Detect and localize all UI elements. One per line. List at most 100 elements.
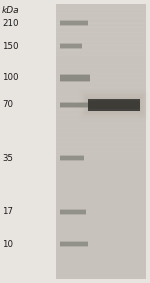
Text: kDa: kDa: [2, 6, 20, 15]
Bar: [56, 205, 146, 211]
FancyBboxPatch shape: [87, 97, 141, 112]
Bar: [56, 265, 146, 271]
Bar: [56, 192, 146, 198]
Text: 10: 10: [2, 240, 13, 249]
Bar: [56, 41, 146, 46]
Bar: [56, 64, 146, 69]
Bar: [88, 100, 140, 110]
Bar: [88, 99, 140, 111]
Bar: [56, 260, 146, 266]
Bar: [56, 23, 146, 28]
Bar: [56, 196, 146, 202]
Bar: [56, 27, 146, 33]
Bar: [56, 247, 146, 252]
Bar: [56, 4, 146, 10]
Bar: [56, 228, 146, 234]
Bar: [56, 100, 146, 106]
Bar: [56, 123, 146, 129]
Bar: [88, 99, 140, 110]
Bar: [56, 151, 146, 156]
Bar: [56, 59, 146, 65]
Bar: [56, 215, 146, 220]
Bar: [60, 241, 88, 247]
Bar: [56, 178, 146, 184]
Bar: [60, 103, 88, 107]
Bar: [60, 44, 82, 48]
Bar: [56, 201, 146, 207]
Bar: [56, 110, 146, 115]
Bar: [88, 99, 140, 111]
Text: 70: 70: [2, 100, 13, 109]
Bar: [60, 76, 90, 81]
Bar: [88, 100, 140, 110]
Bar: [88, 99, 140, 111]
Bar: [56, 96, 146, 101]
Text: 150: 150: [2, 42, 18, 51]
Text: 35: 35: [2, 154, 13, 163]
Bar: [56, 270, 146, 275]
Bar: [56, 183, 146, 188]
Bar: [60, 156, 84, 160]
Bar: [56, 9, 146, 14]
Bar: [60, 242, 88, 246]
Bar: [56, 36, 146, 42]
Bar: [56, 274, 146, 280]
Bar: [88, 99, 140, 110]
Bar: [60, 155, 84, 161]
Bar: [88, 99, 140, 111]
Bar: [88, 100, 140, 110]
Bar: [56, 187, 146, 193]
Text: 17: 17: [2, 207, 13, 216]
Bar: [56, 13, 146, 19]
Bar: [56, 119, 146, 124]
Bar: [56, 242, 146, 248]
Bar: [56, 78, 146, 83]
Bar: [56, 50, 146, 55]
Bar: [60, 209, 86, 215]
Bar: [56, 160, 146, 166]
Bar: [56, 68, 146, 74]
Bar: [56, 137, 146, 143]
Bar: [88, 100, 140, 110]
Bar: [56, 32, 146, 37]
Bar: [88, 99, 140, 111]
Bar: [56, 256, 146, 261]
Bar: [56, 169, 146, 175]
Bar: [56, 91, 146, 97]
Bar: [56, 233, 146, 239]
Bar: [60, 102, 88, 108]
Bar: [56, 114, 146, 120]
FancyBboxPatch shape: [88, 100, 140, 110]
Bar: [56, 105, 146, 110]
Bar: [88, 99, 140, 110]
Bar: [56, 87, 146, 92]
Bar: [56, 82, 146, 88]
Bar: [56, 128, 146, 133]
Bar: [56, 164, 146, 170]
Bar: [56, 142, 146, 147]
Bar: [56, 210, 146, 216]
Bar: [56, 4, 146, 279]
Bar: [56, 173, 146, 179]
Bar: [88, 99, 140, 111]
Bar: [56, 224, 146, 230]
Bar: [56, 155, 146, 161]
Bar: [60, 43, 82, 49]
Bar: [56, 146, 146, 152]
Text: 100: 100: [2, 73, 18, 82]
Bar: [56, 238, 146, 243]
Bar: [88, 98, 140, 111]
Bar: [56, 55, 146, 60]
Bar: [56, 18, 146, 23]
Bar: [88, 100, 140, 110]
Bar: [60, 210, 86, 214]
Bar: [56, 132, 146, 138]
Bar: [88, 100, 140, 110]
Bar: [60, 21, 88, 25]
Bar: [56, 219, 146, 225]
Bar: [88, 100, 140, 110]
Bar: [88, 99, 140, 110]
Bar: [56, 45, 146, 51]
Bar: [60, 74, 90, 82]
Bar: [56, 251, 146, 257]
